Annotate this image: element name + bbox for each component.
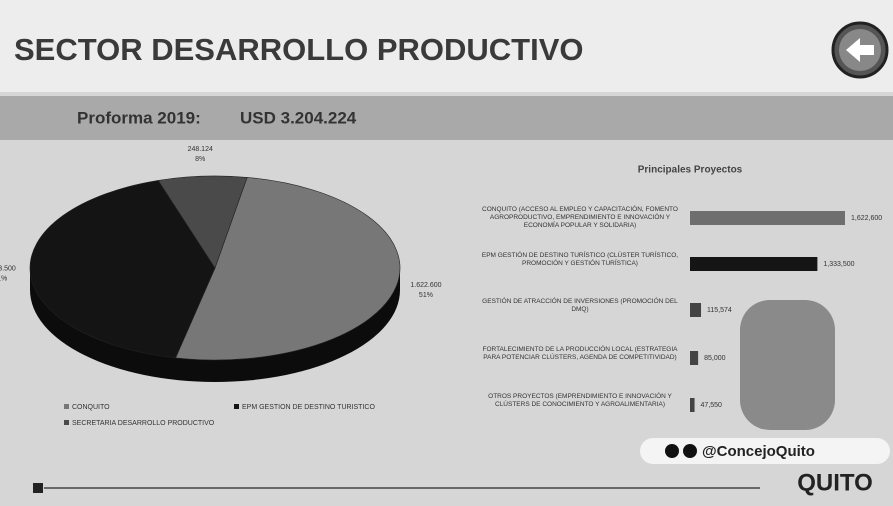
pie-value-label: 1.333.500 — [0, 265, 16, 272]
bar-category-label: FORTALECIMIENTO DE LA PRODUCCIÓN LOCAL (… — [482, 346, 678, 361]
bar-category-label: CONQUITO (ACCESO AL EMPLEO Y CAPACITACIÓ… — [482, 206, 678, 229]
bar — [690, 351, 699, 365]
bar-value-label: 1,622,600 — [851, 215, 882, 222]
interpreter-area — [740, 300, 835, 430]
slide-title: SECTOR DESARROLLO PRODUCTIVO — [14, 32, 584, 67]
footer-square — [33, 483, 43, 493]
pie-slice — [175, 177, 401, 361]
pie-value-label: 248.124 — [188, 146, 213, 153]
subtitle-label: Proforma 2019: — [77, 108, 201, 127]
bar-category-label: GESTIÓN DE ATRACCIÓN DE INVERSIONES (PRO… — [482, 298, 678, 313]
bar — [690, 211, 845, 225]
legend-swatch — [234, 404, 239, 409]
pie-percent-label: 8% — [195, 156, 205, 163]
bar-category-label: OTROS PROYECTOS (EMPRENDIMIENTO E INNOVA… — [488, 393, 672, 408]
bar-category-label: EPM GESTIÓN DE DESTINO TURÍSTICO (CLÚSTE… — [481, 252, 679, 267]
subtitle-value: USD 3.204.224 — [240, 108, 357, 127]
legend-label: SECRETARIA DESARROLLO PRODUCTIVO — [72, 420, 215, 427]
facebook-icon — [665, 444, 679, 458]
pie-slice — [29, 180, 216, 359]
bar-value-label: 47,550 — [701, 402, 723, 409]
social-pill — [640, 438, 890, 464]
bar-value-label: 115,574 — [707, 307, 732, 314]
bar-chart-title: Principales Proyectos — [638, 165, 743, 176]
subtitle-band — [0, 96, 893, 140]
bar-value-label: 85,000 — [704, 355, 726, 362]
legend-label: CONQUITO — [72, 404, 110, 411]
header-bg — [0, 0, 893, 92]
social-handle: @ConcejoQuito — [702, 443, 815, 460]
pie-percent-label: 41% — [0, 275, 7, 282]
bar — [690, 398, 695, 412]
pie-percent-label: 51% — [419, 292, 433, 299]
logo: QUITO — [797, 469, 873, 496]
pie-slice — [157, 175, 248, 269]
bar-value-label: 1,333,500 — [823, 261, 854, 268]
legend-label: EPM GESTION DE DESTINO TURISTICO — [242, 404, 375, 411]
twitter-icon — [683, 444, 697, 458]
bar — [690, 303, 702, 317]
back-button[interactable] — [831, 21, 889, 79]
legend-swatch — [64, 404, 69, 409]
legend-swatch — [64, 420, 69, 425]
bar — [690, 257, 818, 271]
pie-value-label: 1.622.600 — [410, 282, 441, 289]
